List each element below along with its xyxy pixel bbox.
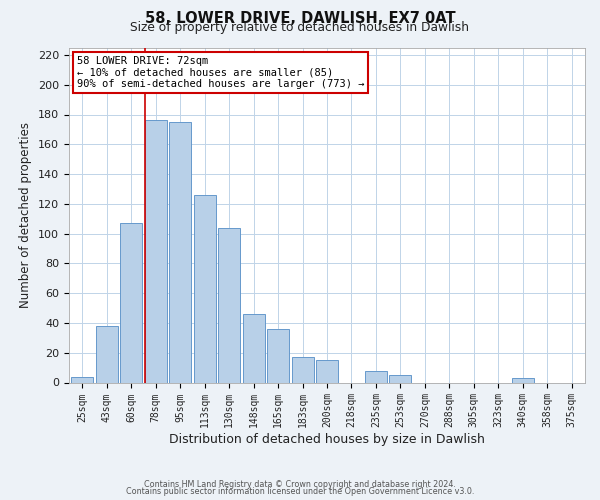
- Bar: [316, 360, 338, 382]
- Text: 58, LOWER DRIVE, DAWLISH, EX7 0AT: 58, LOWER DRIVE, DAWLISH, EX7 0AT: [145, 11, 455, 26]
- X-axis label: Distribution of detached houses by size in Dawlish: Distribution of detached houses by size …: [169, 433, 485, 446]
- Bar: [365, 370, 387, 382]
- Bar: [121, 223, 142, 382]
- Bar: [512, 378, 533, 382]
- Text: Contains HM Land Registry data © Crown copyright and database right 2024.: Contains HM Land Registry data © Crown c…: [144, 480, 456, 489]
- Bar: [267, 329, 289, 382]
- Bar: [389, 375, 412, 382]
- Bar: [145, 120, 167, 382]
- Bar: [218, 228, 240, 382]
- Text: Size of property relative to detached houses in Dawlish: Size of property relative to detached ho…: [131, 21, 470, 34]
- Y-axis label: Number of detached properties: Number of detached properties: [19, 122, 32, 308]
- Text: 58 LOWER DRIVE: 72sqm
← 10% of detached houses are smaller (85)
90% of semi-deta: 58 LOWER DRIVE: 72sqm ← 10% of detached …: [77, 56, 364, 89]
- Bar: [169, 122, 191, 382]
- Bar: [96, 326, 118, 382]
- Bar: [194, 195, 216, 382]
- Bar: [71, 376, 94, 382]
- Text: Contains public sector information licensed under the Open Government Licence v3: Contains public sector information licen…: [126, 487, 474, 496]
- Bar: [242, 314, 265, 382]
- Bar: [292, 357, 314, 382]
